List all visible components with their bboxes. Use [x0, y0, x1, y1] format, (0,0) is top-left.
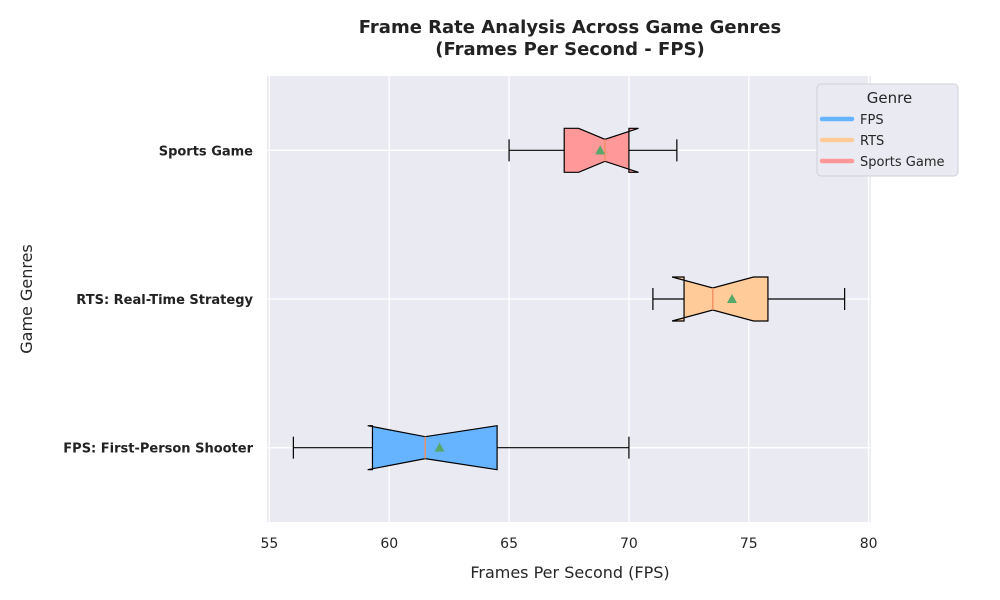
x-tick-label: 80 [860, 536, 878, 552]
notched-box [671, 276, 769, 322]
legend-title: Genre [867, 89, 912, 107]
x-tick-label: 75 [740, 536, 758, 552]
mean-marker [595, 145, 606, 155]
mean-marker [726, 294, 737, 303]
mean-marker [434, 442, 445, 452]
x-tick-label: 60 [380, 536, 398, 552]
y-category-label: RTS: Real-Time Strategy [76, 293, 253, 308]
legend-entry-label: RTS [860, 134, 884, 149]
legend-entry-label: FPS [860, 113, 884, 128]
legend-box [816, 83, 959, 177]
x-tick-label: 65 [500, 536, 518, 552]
box-1 [652, 276, 846, 322]
y-axis-label: Game Genres [17, 244, 36, 354]
x-axis-label: Frames Per Second (FPS) [470, 563, 669, 582]
y-category-label: FPS: First-Person Shooter [63, 442, 253, 457]
legend: Genre FPS RTS Sports Game [816, 83, 959, 177]
legend-entry-label: Sports Game [860, 155, 945, 170]
y-category-labels: FPS: First-Person Shooter RTS: Real-Time … [63, 144, 253, 456]
notched-box [367, 424, 498, 471]
box-2 [508, 127, 678, 173]
x-tick-labels: 55 60 65 70 75 80 [260, 536, 877, 552]
x-tick-label: 70 [620, 536, 638, 552]
x-tick-label: 55 [260, 536, 278, 552]
box-0 [292, 424, 630, 471]
chart-title: Frame Rate Analysis Across Game Genres [359, 17, 781, 38]
chart-subtitle: (Frames Per Second - FPS) [435, 39, 704, 60]
y-category-label: Sports Game [159, 144, 253, 159]
boxes-group [292, 127, 846, 471]
